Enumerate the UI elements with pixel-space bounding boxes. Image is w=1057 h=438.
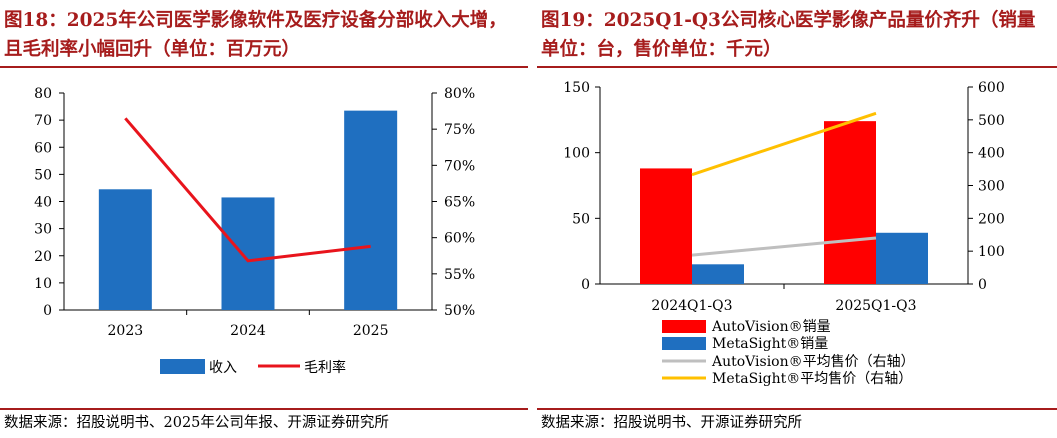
left-tick-label: 20	[34, 249, 52, 265]
figure-19-title: 图19：2025Q1-Q3公司核心医学影像产品量价齐升（销量单位：台，售价单位：…	[541, 10, 1036, 60]
right-tick-label: 200	[978, 211, 1005, 227]
figure-19-source: 数据来源：招股说明书、开源证券研究所	[541, 415, 802, 431]
line-gross-margin	[124, 117, 371, 263]
left-tick-label: 80	[34, 86, 52, 102]
left-tick-label: 0	[581, 277, 590, 293]
right-tick-label: 70%	[444, 158, 475, 174]
right-tick-label: 500	[978, 113, 1005, 129]
line-metasight-price	[691, 111, 877, 177]
legend-label-metasight-volume: MetaSight®销量	[712, 336, 828, 352]
right-tick-label: 80%	[444, 86, 475, 102]
right-tick-label: 100	[978, 244, 1005, 260]
left-tick-label: 50	[34, 167, 52, 183]
figure-19: 图19：2025Q1-Q3公司核心医学影像产品量价齐升（销量单位：台，售价单位：…	[537, 0, 1057, 438]
left-tick-label: 30	[34, 222, 52, 238]
legend-label-revenue: 收入	[209, 360, 237, 376]
left-tick-label: 100	[563, 146, 590, 162]
legend-swatch-metasight-volume	[662, 337, 706, 350]
bar-autovision-volume-2025Q1-Q3	[824, 121, 876, 284]
legend-swatch-revenue	[160, 359, 205, 374]
title-rule	[537, 66, 1057, 68]
left-tick-label: 50	[572, 211, 590, 227]
bar-metasight-volume-2025Q1-Q3	[876, 232, 928, 284]
figure-18-source: 数据来源：招股说明书、2025年公司年报、开源证券研究所	[4, 415, 389, 431]
x-tick-label: 2025	[353, 323, 389, 339]
right-tick-label: 60%	[444, 231, 475, 247]
figure-19-chart: 0 50 100 150 0 100 200 300 400 500 600 2024Q1-Q3 202…	[563, 80, 1005, 387]
legend-label-gross-margin: 毛利率	[304, 359, 346, 376]
right-tick-label: 55%	[444, 267, 475, 283]
right-tick-label: 0	[978, 277, 987, 293]
right-tick-label: 600	[978, 80, 1005, 96]
legend-swatch-autovision-volume	[662, 320, 706, 333]
legend-label-metasight-price: MetaSight®平均售价（右轴）	[712, 371, 912, 387]
bar-revenue-2025	[344, 110, 398, 310]
source-rule	[537, 408, 1057, 410]
left-tick-label: 0	[43, 303, 52, 319]
title-rule	[0, 66, 528, 68]
source-rule	[0, 408, 528, 410]
x-tick-label: 2023	[108, 323, 144, 339]
right-tick-label: 300	[978, 179, 1005, 195]
left-tick-label: 10	[34, 276, 52, 292]
legend-label-autovision-volume: AutoVision®销量	[711, 319, 831, 335]
figure-18-chart: 0 10 20 30 40 50 60 70 80 50% 55% 60% 65% 70% 75% 80% 20…	[34, 86, 475, 376]
right-tick-label: 65%	[444, 195, 475, 211]
left-tick-label: 60	[34, 140, 52, 156]
line-autovision-price	[691, 236, 877, 257]
bar-revenue-2023	[98, 189, 152, 310]
figure-18: 图18：2025年公司医学影像软件及医疗设备分部收入大增，且毛利率小幅回升（单位…	[0, 0, 528, 438]
left-tick-label: 40	[34, 195, 52, 211]
figure-18-title: 图18：2025年公司医学影像软件及医疗设备分部收入大增，且毛利率小幅回升（单位…	[4, 10, 507, 60]
right-tick-label: 50%	[444, 303, 475, 319]
right-tick-label: 75%	[444, 122, 475, 138]
legend-label-autovision-price: AutoVision®平均售价（右轴）	[711, 354, 915, 370]
bar-autovision-volume-2024Q1-Q3	[640, 168, 692, 284]
right-tick-label: 400	[978, 146, 1005, 162]
left-tick-label: 70	[34, 113, 52, 129]
bar-revenue-2024	[221, 197, 275, 310]
bar-metasight-volume-2024Q1-Q3	[692, 264, 744, 284]
x-tick-label: 2024	[230, 323, 266, 339]
x-tick-label: 2024Q1-Q3	[651, 298, 732, 314]
left-tick-label: 150	[563, 80, 590, 96]
x-tick-label: 2025Q1-Q3	[835, 298, 916, 314]
